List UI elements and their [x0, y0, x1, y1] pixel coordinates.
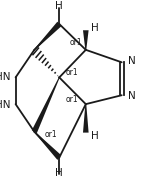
Text: or1: or1: [44, 130, 57, 139]
Text: H: H: [91, 23, 99, 33]
Polygon shape: [34, 131, 61, 160]
Text: or1: or1: [66, 95, 78, 104]
Text: N: N: [128, 56, 136, 66]
Text: H: H: [91, 131, 99, 141]
Text: or1: or1: [69, 38, 82, 47]
Text: HN: HN: [0, 72, 10, 82]
Text: HN: HN: [0, 100, 10, 110]
Text: or1: or1: [66, 68, 78, 77]
Polygon shape: [32, 77, 60, 133]
Text: N: N: [128, 91, 136, 101]
Polygon shape: [83, 30, 89, 50]
Polygon shape: [34, 22, 61, 50]
Text: H: H: [55, 1, 63, 11]
Text: H: H: [55, 168, 63, 178]
Polygon shape: [83, 104, 89, 133]
